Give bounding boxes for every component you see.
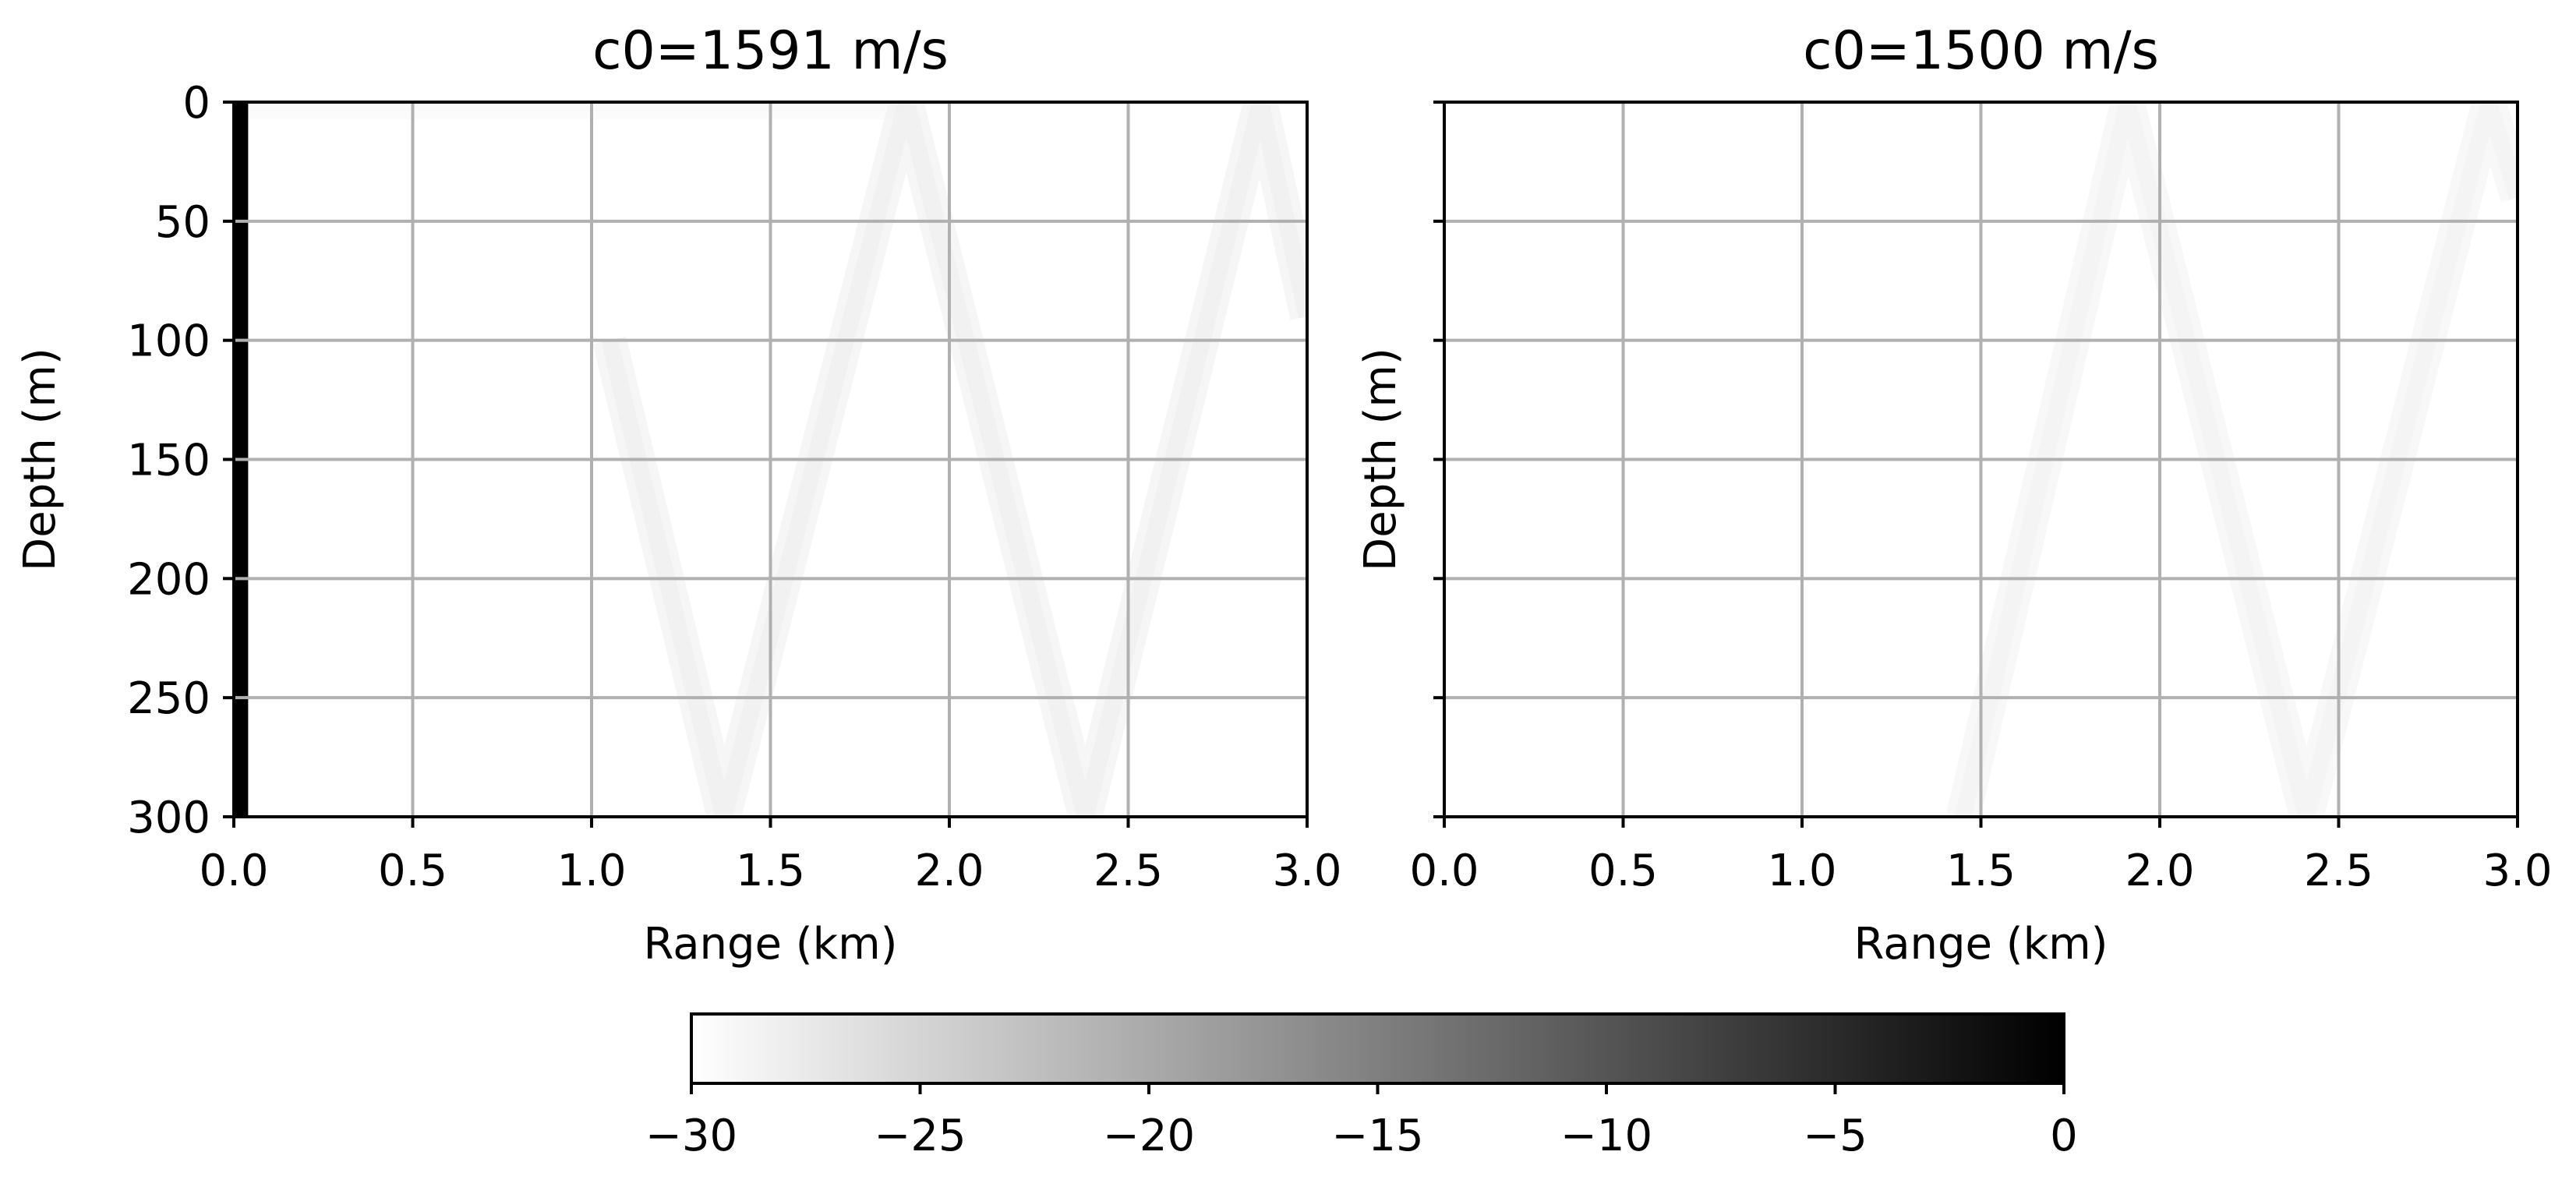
x-tick-label: 2.0	[2125, 846, 2194, 896]
x-tick-label: 1.5	[1946, 846, 2016, 896]
x-tick-label: 2.5	[1094, 846, 1163, 896]
y-tick-label: 300	[127, 793, 210, 843]
y-axis-label: Depth (m)	[15, 348, 65, 571]
x-tick-label: 1.0	[1767, 846, 1836, 896]
colorbar-tick-label: −10	[1560, 1111, 1652, 1161]
colorbar-tick-label: −25	[874, 1111, 966, 1161]
colorbar-tick-label: −15	[1331, 1111, 1423, 1161]
x-axis-label: Range (km)	[644, 919, 898, 970]
x-tick-label: 3.0	[2482, 846, 2552, 896]
x-axis-label: Range (km)	[1854, 919, 2108, 970]
chart-title: c0=1500 m/s	[1803, 20, 2159, 82]
y-tick-label: 250	[127, 673, 210, 724]
colorbar-gradient	[690, 1012, 2065, 1085]
y-tick-label: 150	[127, 436, 210, 486]
x-tick-label: 2.0	[914, 846, 984, 896]
x-tick-label: 0.5	[378, 846, 447, 896]
right-panel: 0.0 0.5 1.0 1.5 2.0 2.5 3.0 c0=1500 m/s Range (k…	[1355, 20, 2553, 970]
x-tick-label: 1.0	[557, 846, 626, 896]
x-tick-label: 1.5	[736, 846, 805, 896]
y-axis-label: Depth (m)	[1355, 348, 1406, 571]
y-tick-label: 0	[182, 78, 210, 129]
y-tick-label: 50	[155, 197, 210, 248]
colorbar-tick-label: −5	[1803, 1111, 1868, 1161]
chart-title: c0=1591 m/s	[592, 20, 949, 82]
colorbar-tick-label: −20	[1103, 1111, 1195, 1161]
x-tick-label: 3.0	[1272, 846, 1341, 896]
colorbar: −30 −25 −20 −15 −10 −5 0	[645, 1012, 2078, 1161]
x-tick-label: 0.5	[1588, 846, 1658, 896]
x-tick-label: 0.0	[1409, 846, 1479, 896]
colorbar-tick-label: −30	[645, 1111, 737, 1161]
left-panel: 0.0 0.5 1.0 1.5 2.0 2.5 3.0 0 50 100 150 200 250 300 c…	[15, 20, 1342, 970]
x-tick-label: 2.5	[2304, 846, 2373, 896]
x-tick-label: 0.0	[199, 846, 268, 896]
y-tick-label: 200	[127, 554, 210, 605]
colorbar-tick-label: 0	[2050, 1111, 2078, 1161]
y-tick-label: 100	[127, 316, 210, 367]
